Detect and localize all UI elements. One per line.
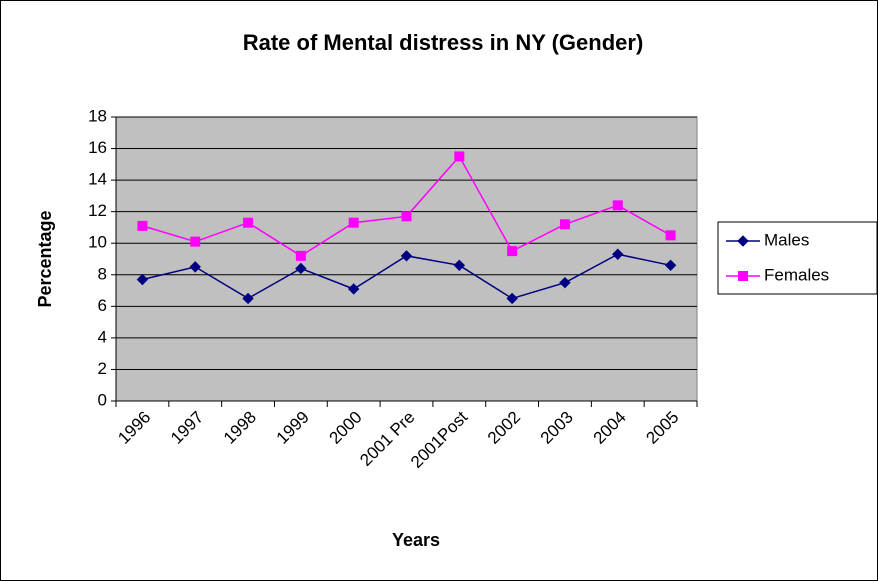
y-tick-label: 12 bbox=[88, 201, 107, 220]
marker bbox=[242, 292, 254, 305]
marker bbox=[136, 273, 149, 286]
chart-title: Rate of Mental distress in NY (Gender) bbox=[243, 30, 644, 55]
marker bbox=[664, 259, 677, 272]
y-tick-label: 6 bbox=[98, 296, 107, 315]
y-tick-label: 14 bbox=[88, 170, 107, 189]
y-tick-label: 10 bbox=[88, 233, 107, 252]
legend-label: Females bbox=[764, 265, 829, 284]
legend-label: Males bbox=[764, 230, 809, 249]
x-axis-title: Years bbox=[392, 530, 440, 550]
marker bbox=[507, 246, 518, 257]
marker bbox=[612, 248, 624, 260]
marker bbox=[295, 262, 307, 275]
marker bbox=[401, 211, 412, 222]
marker bbox=[612, 200, 623, 211]
legend-box bbox=[717, 221, 878, 295]
y-tick-label: 8 bbox=[98, 264, 107, 283]
y-tick-label: 16 bbox=[88, 138, 107, 157]
legend-marker bbox=[738, 271, 748, 281]
y-axis-title: Percentage bbox=[35, 210, 55, 307]
legend-marker bbox=[737, 235, 749, 247]
marker bbox=[347, 283, 360, 295]
y-tick-label: 2 bbox=[98, 359, 107, 378]
marker bbox=[559, 276, 571, 289]
marker bbox=[400, 250, 413, 262]
marker bbox=[348, 217, 359, 228]
y-tick-label: 4 bbox=[98, 327, 107, 346]
y-tick-label: 18 bbox=[88, 106, 107, 125]
marker bbox=[190, 236, 201, 247]
marker bbox=[559, 219, 570, 230]
marker bbox=[295, 250, 306, 261]
marker bbox=[454, 151, 465, 162]
marker bbox=[453, 259, 466, 272]
marker bbox=[137, 220, 148, 231]
y-tick-label: 0 bbox=[98, 390, 107, 409]
marker bbox=[243, 217, 254, 228]
marker bbox=[189, 261, 201, 273]
marker bbox=[506, 292, 518, 305]
marker bbox=[665, 230, 676, 241]
